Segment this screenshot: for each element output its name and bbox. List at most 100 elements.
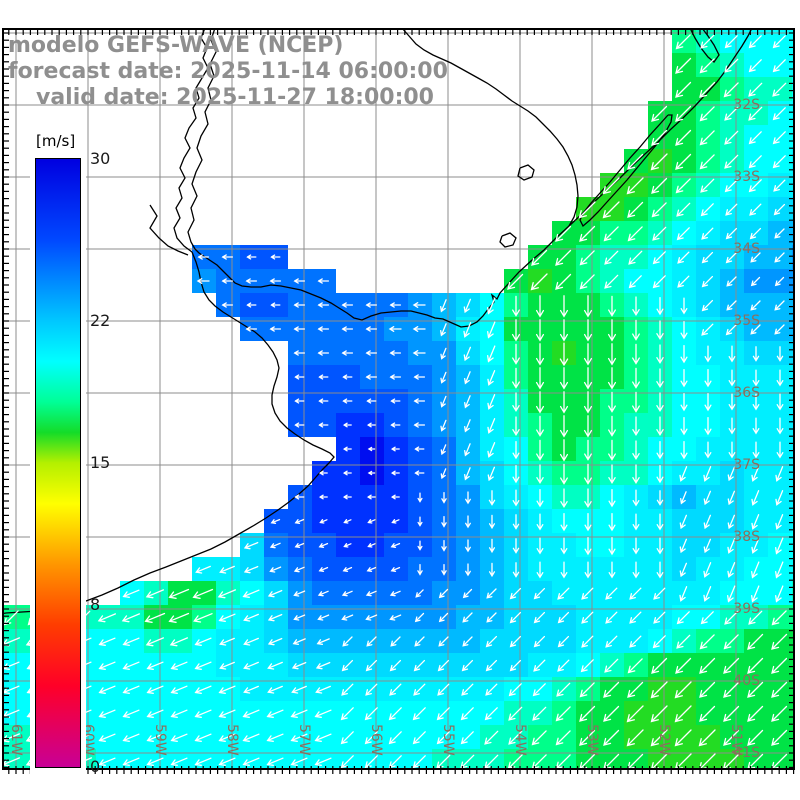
wind-arrow (270, 254, 281, 260)
wind-arrow (194, 709, 212, 718)
wind-arrow (656, 440, 664, 460)
wind-arrow (699, 81, 716, 98)
wind-arrow (412, 350, 426, 356)
wind-arrow (726, 300, 737, 311)
wind-arrow (724, 154, 739, 169)
wind-arrow (677, 251, 690, 264)
wind-arrow (242, 589, 260, 598)
wind-arrow (464, 419, 471, 433)
wind-arrow (122, 757, 140, 766)
wind-arrow (145, 589, 165, 599)
wind-arrow (440, 468, 447, 480)
wind-arrow (605, 611, 618, 624)
wind-arrow (584, 512, 592, 532)
wind-arrow (194, 733, 212, 742)
wind-arrow (98, 661, 116, 670)
wind-arrow (699, 657, 716, 674)
wind-arrow (413, 422, 426, 428)
wind-arrow (677, 275, 690, 288)
wind-arrow (629, 611, 642, 624)
wind-arrow (650, 681, 668, 699)
wind-arrow (772, 35, 786, 49)
coastline-atlantic-north-shore (194, 29, 753, 328)
wind-arrow (389, 614, 402, 621)
wind-arrow (366, 398, 377, 404)
wind-arrow (627, 226, 643, 242)
wind-arrow (242, 757, 260, 766)
wind-arrow (773, 203, 786, 216)
wind-arrow (3, 757, 21, 767)
wind-arrow (462, 612, 473, 623)
wind-arrow (560, 537, 568, 555)
wind-arrow (583, 295, 593, 318)
wind-arrow (391, 519, 400, 524)
wind-arrow (632, 367, 640, 389)
wind-arrow (440, 299, 447, 313)
wind-arrow (752, 346, 760, 362)
wind-arrow (487, 442, 496, 458)
wind-arrow (675, 105, 692, 122)
longitude-label: 61W (8, 724, 24, 756)
wind-arrow (417, 516, 423, 527)
wind-arrow (417, 563, 423, 576)
wind-arrow (464, 371, 471, 385)
wind-arrow (675, 129, 692, 146)
wind-arrow (341, 614, 354, 621)
colorbar (30, 152, 86, 774)
coastline-south-shore (3, 251, 335, 615)
wind-arrow (650, 153, 668, 171)
wind-arrow (441, 563, 447, 576)
grid-cell (648, 749, 672, 769)
wind-arrow (674, 729, 692, 747)
wind-arrow (414, 446, 425, 452)
grid-cell (696, 749, 720, 769)
wind-arrow (723, 705, 740, 722)
wind-arrow (650, 705, 668, 723)
wind-arrow (656, 561, 664, 579)
wind-arrow (437, 659, 450, 672)
wind-arrow (796, 707, 800, 722)
wind-arrow (536, 415, 544, 437)
wind-arrow (314, 733, 332, 742)
wind-arrow (584, 488, 592, 509)
wind-arrow (266, 709, 284, 718)
wind-arrow (413, 683, 426, 696)
wind-arrow (509, 611, 522, 624)
wind-arrow (584, 439, 592, 461)
wind-arrow (653, 611, 666, 624)
wind-arrow (512, 514, 520, 530)
wind-arrow (122, 685, 140, 694)
wind-arrow (316, 638, 330, 645)
wind-arrow (341, 683, 354, 696)
wind-arrow (679, 586, 688, 602)
wind-arrow (221, 254, 234, 260)
wind-arrow (628, 275, 642, 289)
wind-arrow (796, 683, 800, 698)
wind-arrow (343, 543, 352, 548)
wind-arrow (366, 566, 377, 572)
wind-arrow (771, 705, 788, 722)
wind-arrow (605, 587, 618, 600)
wind-arrow (680, 491, 687, 505)
wind-arrow (656, 416, 664, 437)
wind-arrow (651, 202, 667, 218)
wind-arrow (796, 731, 800, 746)
wind-arrow (342, 398, 353, 404)
wind-arrow (607, 319, 617, 342)
wind-arrow (290, 757, 308, 766)
wind-arrow (748, 106, 763, 121)
wind-arrow (747, 681, 764, 698)
wind-arrow (775, 466, 784, 482)
wind-arrow (461, 659, 474, 672)
wind-arrow (413, 659, 426, 672)
wind-arrow (675, 153, 692, 170)
wind-arrow (607, 367, 617, 390)
wind-arrow (269, 278, 282, 284)
wind-arrow (293, 590, 306, 597)
wind-arrow (603, 681, 620, 698)
wind-arrow (751, 490, 760, 506)
wind-arrow (536, 537, 544, 555)
wind-arrow (464, 443, 471, 457)
longitude-label: 59W (152, 724, 168, 756)
